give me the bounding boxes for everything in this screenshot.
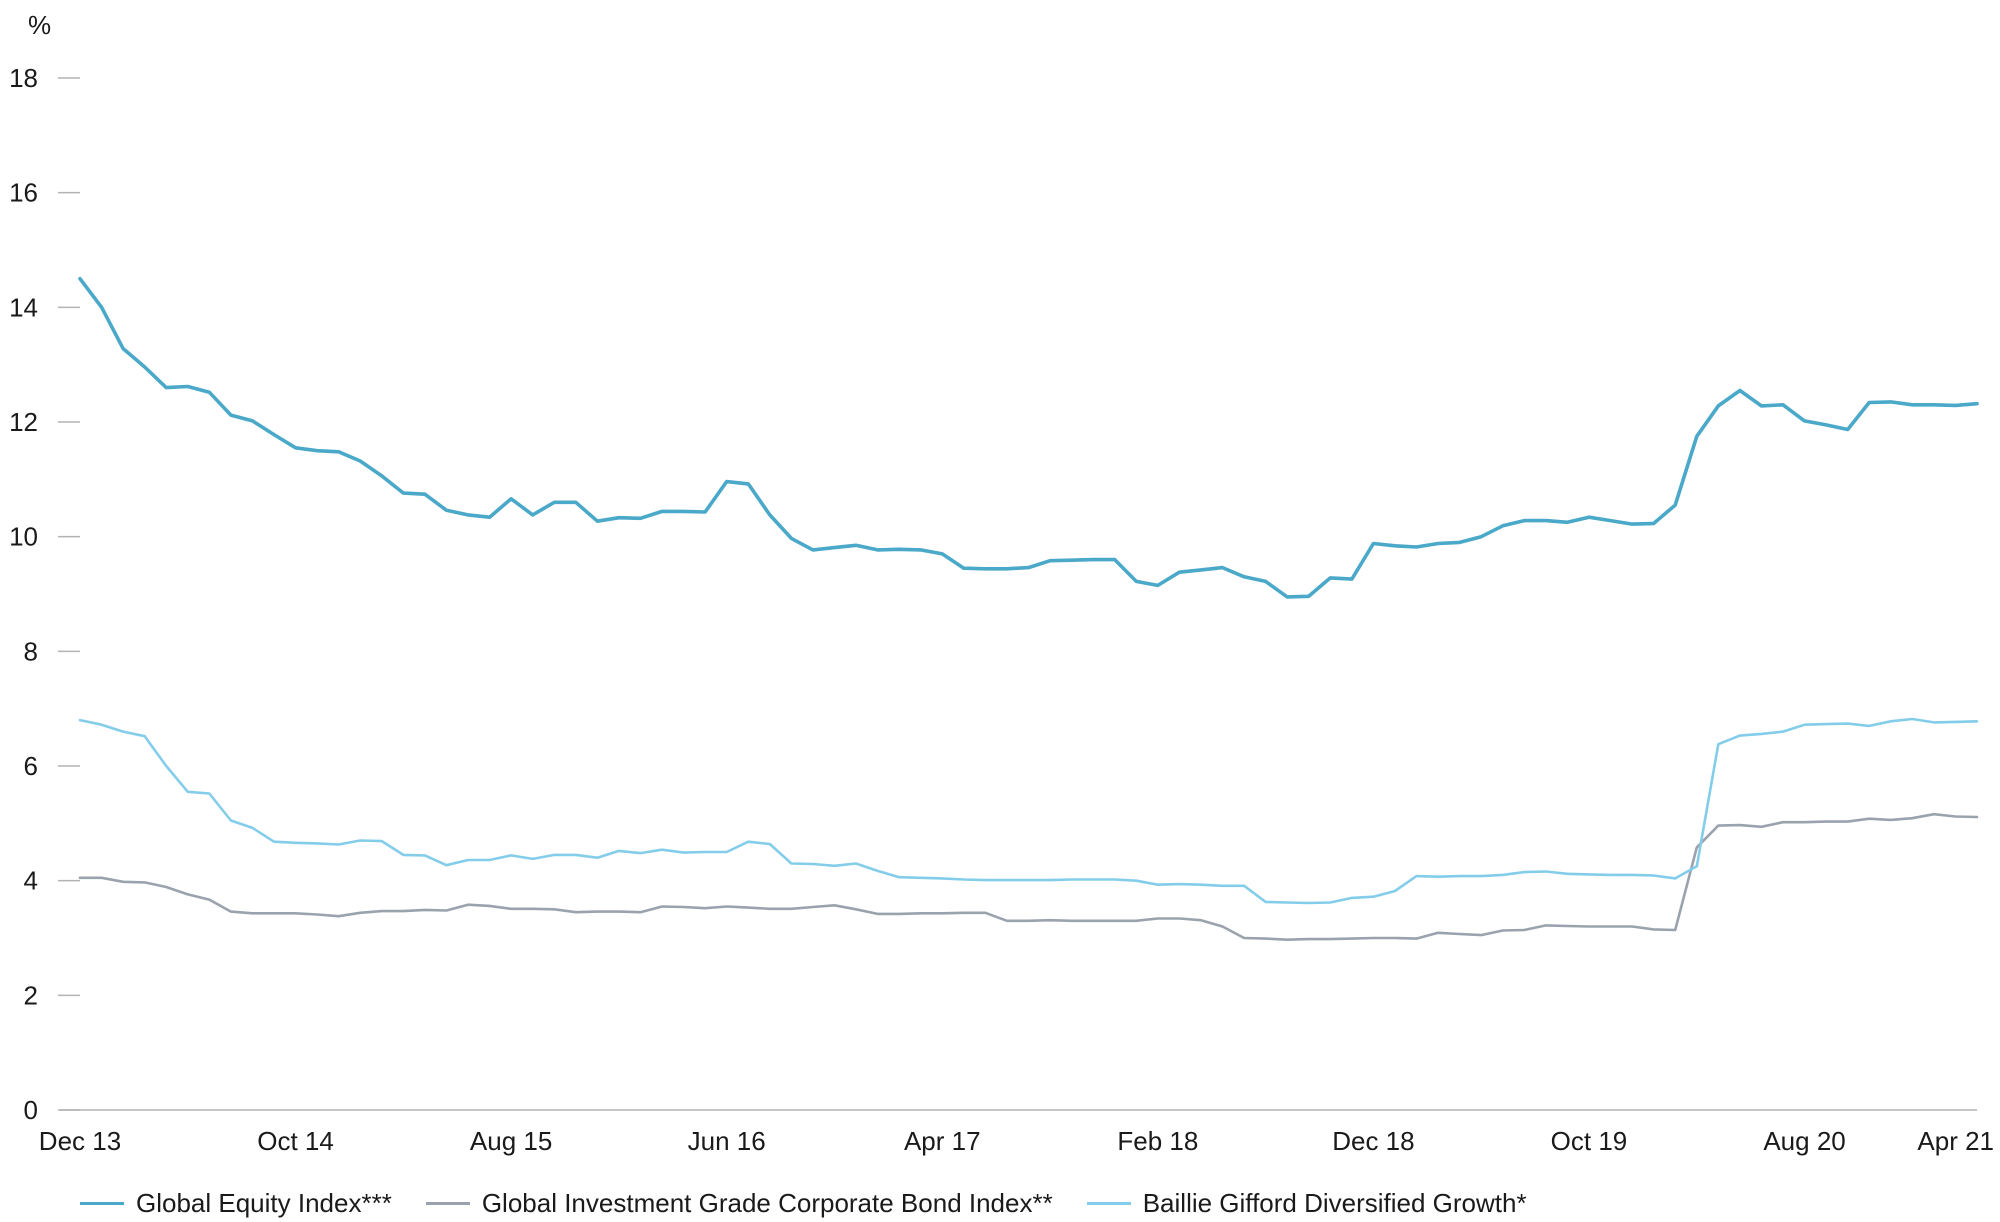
legend-swatch-global-equity [80, 1202, 124, 1205]
legend-label-diversified-growth: Baillie Gifford Diversified Growth* [1142, 1188, 1527, 1218]
series-line-global-equity [78, 276, 1979, 599]
x-axis: Dec 13 Oct 14 Aug 15 Jun 16 Apr 17 Feb 18 Dec … [39, 1126, 1994, 1156]
y-axis-unit-label: % [28, 10, 51, 40]
x-tick-label: Aug 15 [470, 1126, 552, 1156]
series-line-diversified-growth [78, 717, 1979, 905]
legend-label-global-equity: Global Equity Index*** [136, 1188, 392, 1218]
legend-swatch-corporate-bond [425, 1202, 470, 1205]
y-tick-label: 6 [24, 751, 38, 781]
y-tick-label: 0 [24, 1095, 38, 1125]
x-tick-label: Apr 17 [904, 1126, 981, 1156]
x-tick-label: Dec 13 [39, 1126, 121, 1156]
legend-item-diversified-growth: Baillie Gifford Diversified Growth* [1086, 1188, 1527, 1219]
legend: Global Equity Index*** Global Investment… [80, 1188, 1527, 1219]
legend-item-corporate-bond: Global Investment Grade Corporate Bond I… [425, 1188, 1053, 1219]
x-tick-label: Dec 18 [1332, 1126, 1414, 1156]
x-tick-label: Jun 16 [688, 1126, 766, 1156]
x-tick-label: Oct 19 [1551, 1126, 1628, 1156]
y-tick-label: 2 [24, 980, 38, 1010]
legend-item-global-equity: Global Equity Index*** [80, 1188, 392, 1219]
series-line-corporate-bond [78, 812, 1979, 942]
x-tick-label: Apr 21 [1917, 1126, 1994, 1156]
x-tick-label: Oct 14 [257, 1126, 334, 1156]
y-tick-label: 16 [9, 178, 38, 208]
y-tick-label: 10 [9, 522, 38, 552]
y-tick-label: 18 [9, 63, 38, 93]
y-tick-label: 8 [24, 636, 38, 666]
series-lines [78, 276, 1979, 942]
y-tick-label: 14 [9, 292, 38, 322]
x-tick-label: Feb 18 [1117, 1126, 1198, 1156]
legend-swatch-diversified-growth [1086, 1202, 1131, 1205]
x-tick-label: Aug 20 [1763, 1126, 1845, 1156]
y-axis: 0 2 4 6 8 10 12 14 16 18 [9, 63, 80, 1125]
legend-label-corporate-bond: Global Investment Grade Corporate Bond I… [481, 1188, 1053, 1218]
y-tick-label: 4 [24, 866, 38, 896]
y-tick-label: 12 [9, 407, 38, 437]
